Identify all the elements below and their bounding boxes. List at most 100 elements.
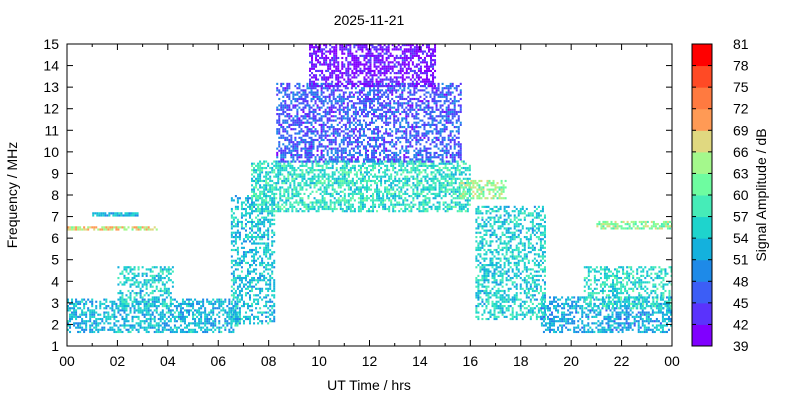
data-cell [242, 246, 245, 249]
data-cell [137, 281, 140, 284]
data-cell [406, 199, 409, 202]
data-cell [413, 108, 416, 111]
data-cell [249, 240, 252, 243]
data-cell [259, 210, 262, 213]
data-cell [331, 177, 334, 180]
data-cell [267, 212, 270, 215]
data-cell [179, 302, 182, 306]
data-cell [249, 197, 252, 200]
data-cell [392, 162, 395, 165]
data-cell [370, 173, 373, 176]
data-cell [331, 184, 334, 187]
data-cell [126, 214, 129, 217]
data-cell [323, 188, 326, 191]
data-cell [383, 110, 386, 114]
data-cell [255, 248, 258, 252]
data-cell [385, 104, 388, 107]
data-cell [358, 123, 361, 126]
data-cell [267, 272, 270, 275]
data-cell [424, 171, 427, 174]
data-cell [406, 175, 409, 178]
data-cell [273, 207, 276, 211]
data-cell [325, 203, 328, 206]
data-cell [360, 89, 363, 92]
data-cell [194, 328, 197, 331]
data-cell [323, 205, 326, 208]
data-cell [263, 305, 266, 308]
data-cell [433, 100, 436, 103]
data-cell [267, 214, 270, 217]
data-cell [391, 89, 394, 92]
data-cell [143, 272, 146, 275]
data-cell [261, 313, 264, 316]
data-cell [328, 141, 331, 144]
data-cell [458, 169, 461, 172]
data-cell [169, 292, 172, 295]
data-cell [171, 266, 174, 269]
data-cell [267, 242, 270, 245]
data-cell [408, 171, 411, 174]
data-cell [436, 201, 439, 204]
data-cell [427, 151, 430, 155]
data-cell [452, 182, 455, 185]
data-cell [424, 179, 427, 183]
data-cell [163, 266, 166, 269]
data-cell [366, 154, 369, 157]
data-cell [403, 110, 406, 114]
data-cell [240, 294, 243, 297]
data-cell [304, 104, 307, 107]
data-cell [339, 207, 342, 211]
data-cell [259, 160, 262, 163]
data-cell [342, 147, 345, 150]
data-cell [360, 87, 363, 90]
data-cell [226, 315, 229, 318]
data-cell [373, 156, 376, 159]
data-cell [439, 121, 442, 124]
data-cell [278, 121, 281, 124]
data-cell [332, 106, 335, 109]
data-cell [200, 315, 203, 318]
data-cell [259, 238, 262, 241]
data-cell [429, 130, 432, 133]
data-cell [468, 166, 471, 170]
data-cell [185, 315, 188, 318]
data-cell [284, 156, 287, 159]
data-cell [349, 182, 352, 185]
data-cell [159, 315, 162, 318]
data-cell [325, 192, 328, 195]
data-cell [385, 156, 388, 159]
data-cell [85, 313, 88, 316]
data-cell [251, 233, 254, 236]
data-cell [346, 87, 349, 90]
data-cell [119, 281, 122, 284]
data-cell [188, 302, 191, 306]
data-cell [119, 313, 122, 316]
data-cell [200, 328, 203, 331]
data-cell [103, 302, 106, 306]
data-cell [234, 305, 237, 308]
data-cell [446, 182, 449, 185]
data-cell [423, 121, 426, 124]
data-cell [326, 89, 329, 92]
data-cell [416, 184, 419, 187]
data-cell [364, 95, 367, 98]
data-cell [401, 147, 404, 150]
data-cell [435, 145, 438, 148]
data-cell [246, 201, 250, 204]
data-cell [429, 113, 432, 116]
data-cell [155, 307, 158, 310]
data-cell [119, 328, 122, 331]
data-cell [415, 147, 418, 150]
data-cell [117, 228, 120, 231]
data-cell [216, 326, 219, 329]
data-cell [389, 134, 392, 137]
data-cell [212, 330, 215, 334]
data-cell [283, 195, 286, 198]
data-cell [71, 226, 74, 229]
data-cell [269, 177, 272, 180]
data-cell [340, 100, 343, 103]
data-cell [109, 322, 112, 325]
data-cell [350, 130, 353, 133]
data-cell [384, 199, 387, 202]
data-cell [218, 328, 221, 331]
